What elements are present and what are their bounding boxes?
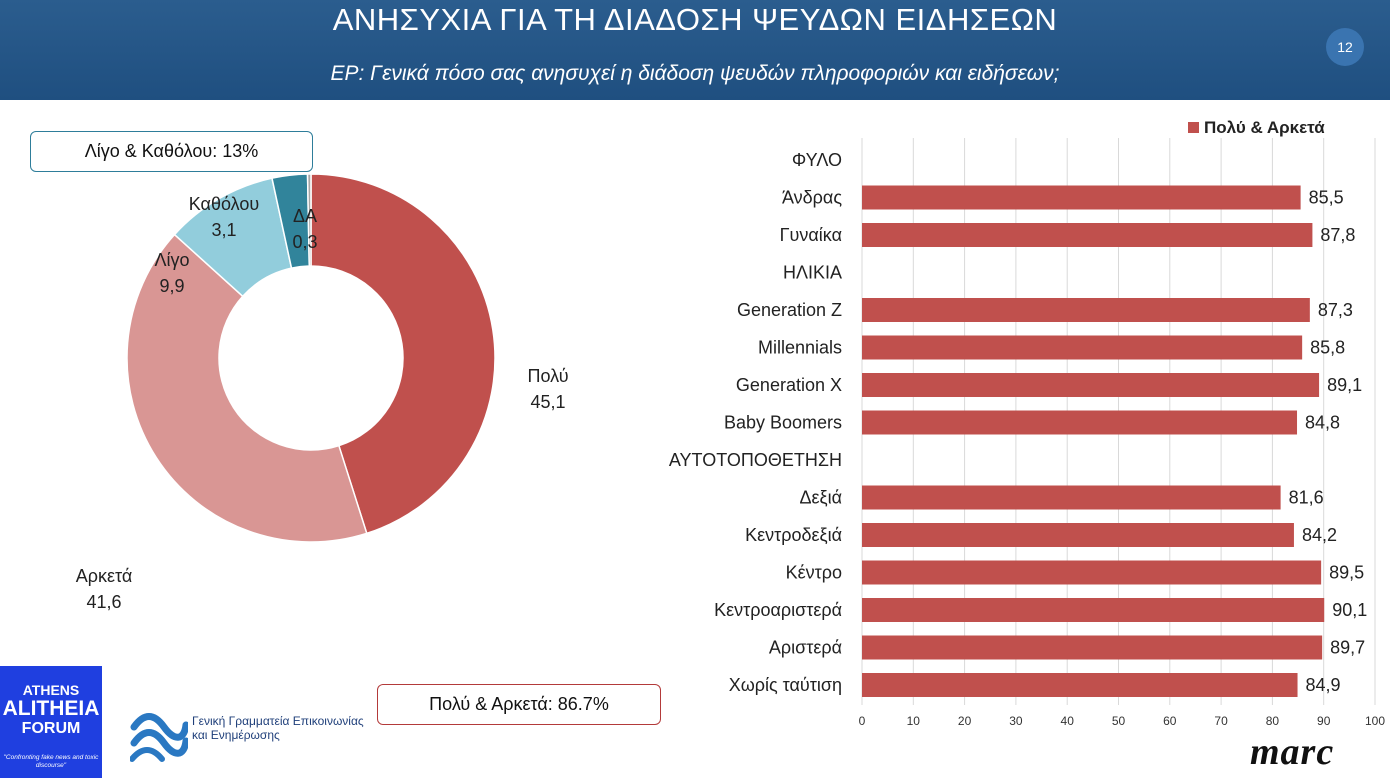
category-label: ΗΛΙΚΙΑ bbox=[783, 263, 842, 283]
x-tick-label: 50 bbox=[1112, 714, 1126, 728]
page-number-badge: 12 bbox=[1326, 28, 1364, 66]
bar-value-label: 84,2 bbox=[1302, 525, 1337, 545]
gov-line-1: Γενική Γραμματεία Επικοινωνίας bbox=[192, 714, 364, 728]
donut-label-0: Πολύ bbox=[527, 366, 568, 386]
category-label: Κεντροδεξιά bbox=[745, 525, 842, 545]
donut-slice-1 bbox=[126, 233, 368, 543]
page-title: ΑΝΗΣΥΧΙΑ ΓΙΑ ΤΗ ΔΙΑΔΟΣΗ ΨΕΥΔΩΝ ΕΙΔΗΣΕΩΝ bbox=[332, 2, 1058, 37]
x-tick-label: 80 bbox=[1266, 714, 1280, 728]
x-tick-label: 30 bbox=[1009, 714, 1023, 728]
bar bbox=[862, 635, 1323, 660]
header-banner: ΑΝΗΣΥΧΙΑ ΓΙΑ ΤΗ ΔΙΑΔΟΣΗ ΨΕΥΔΩΝ ΕΙΔΗΣΕΩΝ … bbox=[0, 0, 1390, 100]
bar bbox=[862, 185, 1301, 210]
bar bbox=[862, 523, 1294, 547]
bar bbox=[862, 298, 1310, 322]
low-concern-callout: Λίγο & Καθόλου: 13% bbox=[30, 131, 313, 172]
logo-tagline: "Confronting fake news and toxic discour… bbox=[3, 754, 99, 769]
bar bbox=[862, 560, 1322, 585]
category-label: ΑΥΤΟΤΟΠΟΘΕΤΗΣΗ bbox=[669, 450, 842, 470]
donut-value-2: 9,9 bbox=[159, 276, 184, 296]
survey-question: ΕΡ: Γενικά πόσο σας ανησυχεί η διάδοση ψ… bbox=[330, 62, 1060, 85]
x-tick-label: 100 bbox=[1365, 714, 1385, 728]
logo-line-forum: FORUM bbox=[21, 720, 81, 737]
donut-slice-0 bbox=[310, 173, 496, 535]
logo-line-athens: ATHENS bbox=[22, 682, 80, 698]
donut-chart: Πολύ 45,1 Αρκετά 41,6 Λίγο 9,9 Καθόλου 3,1 ΔΑ 0,3 bbox=[76, 173, 569, 612]
category-label: Χωρίς ταύτιση bbox=[729, 675, 842, 695]
marc-logo: marc bbox=[1250, 731, 1335, 773]
bar bbox=[862, 598, 1325, 622]
logo-line-alitheia: ALITHEIA bbox=[2, 697, 100, 720]
bar-value-label: 89,5 bbox=[1329, 563, 1364, 583]
bar bbox=[862, 223, 1313, 247]
category-label: Millennials bbox=[758, 338, 842, 358]
bar-value-label: 84,8 bbox=[1305, 413, 1340, 433]
legend-label: Πολύ & Αρκετά bbox=[1204, 118, 1325, 137]
x-tick-label: 90 bbox=[1317, 714, 1331, 728]
legend-swatch bbox=[1188, 122, 1199, 133]
x-tick-label: 0 bbox=[859, 714, 866, 728]
bar-value-label: 84,9 bbox=[1306, 675, 1341, 695]
bar-value-label: 87,8 bbox=[1320, 225, 1355, 245]
x-tick-label: 70 bbox=[1214, 714, 1228, 728]
gov-line-2: και Ενημέρωσης bbox=[192, 728, 280, 742]
bar-value-label: 81,6 bbox=[1289, 488, 1324, 508]
bar bbox=[862, 373, 1320, 397]
bar bbox=[862, 335, 1303, 360]
donut-label-4: ΔΑ bbox=[293, 206, 317, 226]
x-tick-label: 40 bbox=[1061, 714, 1075, 728]
category-label: Generation Z bbox=[737, 300, 842, 320]
bar-value-label: 85,5 bbox=[1309, 188, 1344, 208]
donut-value-4: 0,3 bbox=[292, 232, 317, 252]
x-tick-label: 20 bbox=[958, 714, 972, 728]
category-label: Αριστερά bbox=[769, 638, 842, 658]
high-concern-callout: Πολύ & Αρκετά: 86.7% bbox=[377, 684, 661, 725]
bar-value-label: 90,1 bbox=[1332, 600, 1367, 620]
bar-value-label: 85,8 bbox=[1310, 338, 1345, 358]
category-label: Άνδρας bbox=[782, 188, 842, 208]
bar-value-label: 89,1 bbox=[1327, 375, 1362, 395]
category-label: Κεντροαριστερά bbox=[714, 600, 842, 620]
donut-label-2: Λίγο bbox=[154, 250, 189, 270]
bar-value-label: 87,3 bbox=[1318, 300, 1353, 320]
x-tick-label: 60 bbox=[1163, 714, 1177, 728]
gov-secretariat-logo-icon bbox=[130, 713, 188, 762]
category-label: Generation X bbox=[736, 375, 842, 395]
bar-value-label: 89,7 bbox=[1330, 638, 1365, 658]
gov-secretariat-name: Γενική Γραμματεία Επικοινωνίας και Ενημέ… bbox=[192, 714, 364, 742]
donut-label-3: Καθόλου bbox=[189, 194, 259, 214]
donut-value-0: 45,1 bbox=[530, 392, 565, 412]
donut-label-1: Αρκετά bbox=[76, 566, 133, 586]
bar-chart: 0 10 20 30 40 50 60 70 80 90 100 Πολύ & Αρκετά ΦΥΛΟ Ά… bbox=[669, 118, 1385, 728]
x-tick-label: 10 bbox=[907, 714, 921, 728]
category-label: Baby Boomers bbox=[724, 413, 842, 433]
donut-value-1: 41,6 bbox=[86, 592, 121, 612]
category-label: Κέντρο bbox=[786, 563, 842, 583]
category-label: Δεξιά bbox=[799, 488, 842, 508]
bar bbox=[862, 485, 1281, 510]
bar bbox=[862, 410, 1298, 435]
donut-slice-4 bbox=[306, 173, 312, 267]
bar bbox=[862, 673, 1298, 697]
athens-alitheia-forum-logo: ATHENS ALITHEIA FORUM "Confronting fake … bbox=[0, 666, 102, 778]
category-label: ΦΥΛΟ bbox=[792, 150, 842, 170]
category-label: Γυναίκα bbox=[780, 225, 842, 245]
donut-value-3: 3,1 bbox=[211, 220, 236, 240]
